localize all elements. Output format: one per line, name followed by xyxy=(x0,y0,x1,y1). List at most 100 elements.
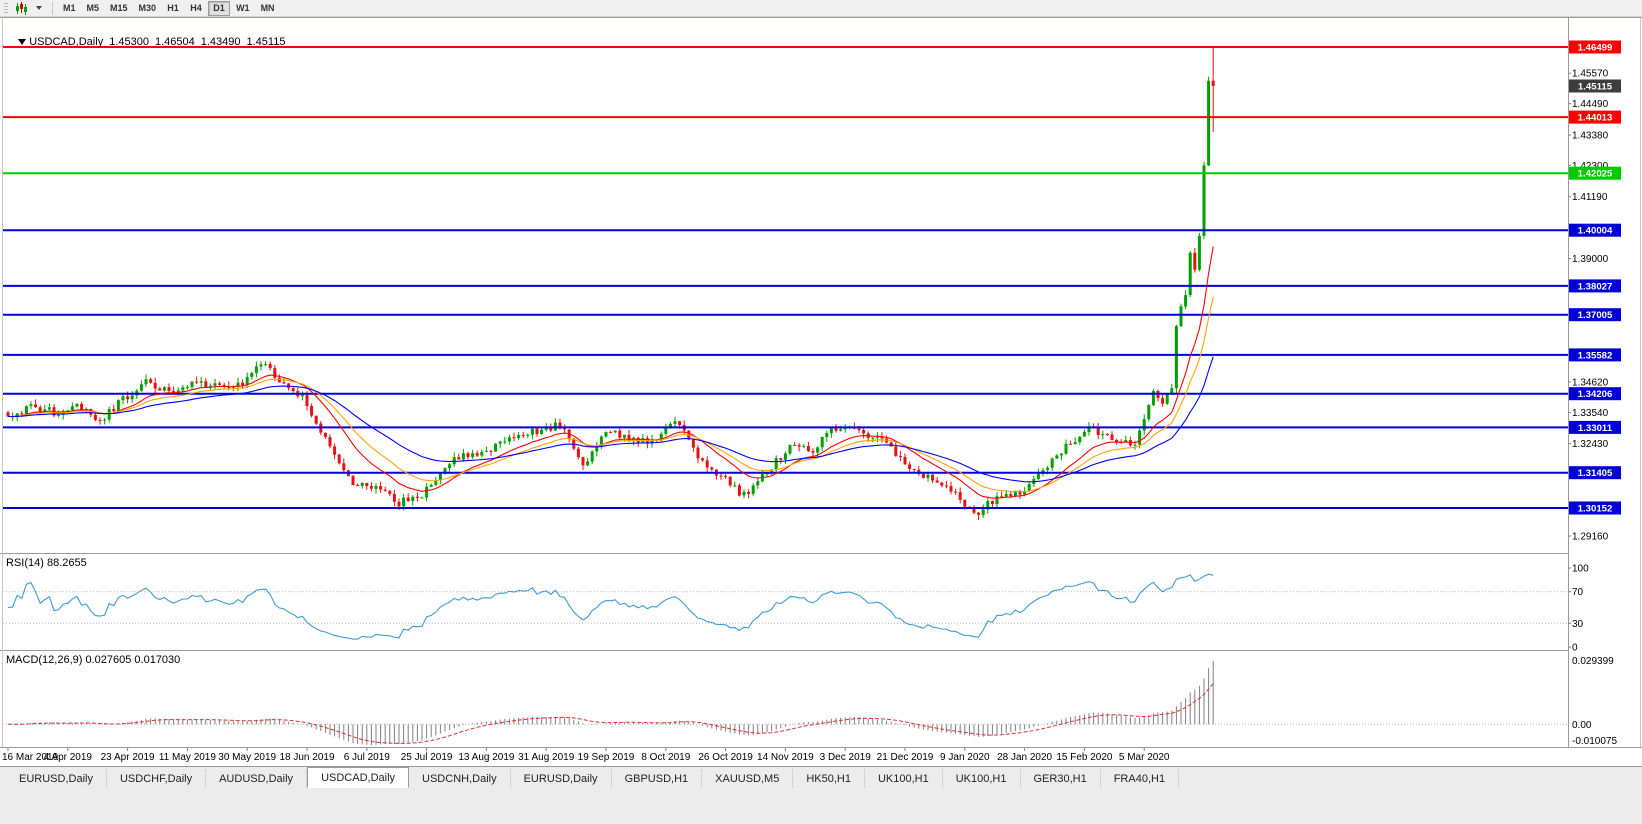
period-button-w1[interactable]: W1 xyxy=(236,3,250,13)
svg-text:1.30152: 1.30152 xyxy=(1578,503,1613,514)
price-tag: 1.46499 xyxy=(1569,40,1621,54)
chart-tab-5-eurusd-daily[interactable]: EURUSD,Daily xyxy=(511,769,612,788)
rsi-panel: 100 70 30 0 xyxy=(3,564,1589,654)
period-button-m30[interactable]: M30 xyxy=(138,3,157,13)
chart-tab-3-usdcad-daily[interactable]: USDCAD,Daily xyxy=(307,767,410,788)
svg-text:3 Dec 2019: 3 Dec 2019 xyxy=(820,752,872,763)
price-chart-canvas[interactable]: 1.45570 1.44490 1.43380 1.42300 1.41190 1.390… xyxy=(0,17,1642,766)
svg-text:28 Jan 2020: 28 Jan 2020 xyxy=(997,752,1052,763)
panel-separators xyxy=(0,553,1642,651)
price-tag: 1.34206 xyxy=(1569,387,1621,401)
symbol-period-label: USDCAD,Daily xyxy=(29,36,104,48)
moving-averages xyxy=(8,246,1214,499)
macd-panel: 0.029399 0.00 -0.010075 xyxy=(3,656,1617,747)
svg-text:1.44013: 1.44013 xyxy=(1578,113,1613,124)
chart-tab-10-uk100-h1[interactable]: UK100,H1 xyxy=(943,769,1021,788)
period-button-h4[interactable]: H4 xyxy=(190,3,202,13)
chart-tab-12-fra40-h1[interactable]: FRA40,H1 xyxy=(1101,769,1180,788)
svg-text:31 Aug 2019: 31 Aug 2019 xyxy=(518,752,575,763)
collapse-caret-icon[interactable] xyxy=(18,39,27,46)
price-tag: 1.40004 xyxy=(1569,223,1621,237)
timeframe-buttons: M1 M5 M15 M30 H1 H4 D1 W1 MN xyxy=(58,0,281,16)
ma-mid-line xyxy=(8,296,1214,493)
chart-tab-7-xauusd-m5[interactable]: XAUUSD,M5 xyxy=(702,769,794,788)
chart-tab-6-gbpusd-h1[interactable]: GBPUSD,H1 xyxy=(612,769,703,788)
chart-tab-9-uk100-h1[interactable]: UK100,H1 xyxy=(865,769,943,788)
svg-text:6 Jul 2019: 6 Jul 2019 xyxy=(344,752,391,763)
svg-text:1.33011: 1.33011 xyxy=(1578,423,1613,434)
ma-slow-line xyxy=(8,356,1214,483)
svg-text:1.38027: 1.38027 xyxy=(1578,281,1613,292)
price-axis[interactable]: 1.45570 1.44490 1.43380 1.42300 1.41190 1.390… xyxy=(1568,17,1642,747)
svg-text:1.45115: 1.45115 xyxy=(1578,82,1613,93)
chart-tab-8-hk50-h1[interactable]: HK50,H1 xyxy=(793,769,865,788)
svg-text:0.00: 0.00 xyxy=(1572,720,1592,731)
period-button-mn[interactable]: MN xyxy=(260,3,275,13)
period-button-h1[interactable]: H1 xyxy=(167,3,179,13)
chart-tab-1-usdchf-daily[interactable]: USDCHF,Daily xyxy=(107,769,207,788)
svg-text:1.41190: 1.41190 xyxy=(1572,192,1608,203)
svg-text:-0.010075: -0.010075 xyxy=(1572,736,1617,747)
candlestick-chart-icon xyxy=(16,1,27,15)
svg-text:1.39000: 1.39000 xyxy=(1572,254,1609,265)
svg-text:19 Sep 2019: 19 Sep 2019 xyxy=(578,752,635,763)
chart-tab-bar: EURUSD,Daily USDCHF,Daily AUDUSD,Daily USDC… xyxy=(0,766,1642,788)
svg-text:1.31405: 1.31405 xyxy=(1578,468,1613,479)
chart-tab-0-eurusd-daily[interactable]: EURUSD,Daily xyxy=(6,769,107,788)
svg-text:25 Jul 2019: 25 Jul 2019 xyxy=(401,752,453,763)
ohlc-open: 1.45300 xyxy=(109,36,149,48)
svg-text:1.43380: 1.43380 xyxy=(1572,130,1609,141)
ohlc-close: 1.45115 xyxy=(246,36,286,48)
svg-text:5 Mar 2020: 5 Mar 2020 xyxy=(1119,752,1170,763)
svg-text:1.40004: 1.40004 xyxy=(1578,226,1613,237)
chart-header: USDCAD,Daily 1.45300 1.46504 1.43490 1.45115 xyxy=(6,24,285,60)
price-tag: 1.38027 xyxy=(1569,279,1621,292)
price-tag: 1.35582 xyxy=(1569,348,1621,362)
price-tag: 1.33011 xyxy=(1569,420,1621,434)
svg-text:18 Jun 2019: 18 Jun 2019 xyxy=(279,752,334,763)
svg-text:21 Dec 2019: 21 Dec 2019 xyxy=(877,752,934,763)
chart-type-dropdown-caret-icon[interactable] xyxy=(31,1,47,16)
status-area xyxy=(0,788,1642,824)
price-tag: 1.31405 xyxy=(1569,466,1621,480)
chart-tab-4-usdcnh-daily[interactable]: USDCNH,Daily xyxy=(409,769,511,788)
timeframe-toolbar: M1 M5 M15 M30 H1 H4 D1 W1 MN xyxy=(0,0,1642,17)
svg-text:11 May 2019: 11 May 2019 xyxy=(159,752,217,763)
macd-indicator-label: MACD(12,26,9) 0.027605 0.017030 xyxy=(6,654,181,666)
svg-text:30 May 2019: 30 May 2019 xyxy=(218,752,276,763)
svg-text:0.029399: 0.029399 xyxy=(1572,656,1614,667)
svg-text:1.45570: 1.45570 xyxy=(1572,69,1609,80)
window-border xyxy=(0,17,1642,747)
ohlc-high: 1.46504 xyxy=(154,36,195,48)
rsi-line xyxy=(7,573,1214,640)
price-tag: 1.30152 xyxy=(1569,501,1621,515)
period-button-m15[interactable]: M15 xyxy=(110,3,128,13)
svg-text:26 Oct 2019: 26 Oct 2019 xyxy=(698,752,753,763)
ma-fast-line xyxy=(8,246,1214,499)
ohlc-low: 1.43490 xyxy=(200,36,241,48)
toolbar-grip[interactable] xyxy=(4,2,8,14)
svg-text:1.34206: 1.34206 xyxy=(1578,389,1613,400)
price-tag: 1.42025 xyxy=(1569,166,1621,180)
rsi-indicator-label: RSI(14) 88.2655 xyxy=(6,557,87,569)
svg-text:1.29160: 1.29160 xyxy=(1572,531,1609,542)
svg-text:1.33540: 1.33540 xyxy=(1572,408,1609,419)
svg-text:0: 0 xyxy=(1572,643,1578,654)
chart-tab-11-ger30-h1[interactable]: GER30,H1 xyxy=(1021,769,1101,788)
toolbar-separator xyxy=(52,1,53,15)
chart-tab-2-audusd-daily[interactable]: AUDUSD,Daily xyxy=(206,769,308,788)
period-button-m5[interactable]: M5 xyxy=(86,3,100,13)
period-button-d1[interactable]: D1 xyxy=(208,0,231,16)
chart-window: 1.45570 1.44490 1.43380 1.42300 1.41190 1.390… xyxy=(0,17,1642,766)
price-tag: 1.44013 xyxy=(1569,110,1621,124)
chart-type-icon[interactable] xyxy=(12,1,31,16)
svg-text:1.37005: 1.37005 xyxy=(1578,310,1613,321)
price-tag: 1.45115 xyxy=(1569,79,1621,93)
period-button-m1[interactable]: M1 xyxy=(63,3,76,13)
price-tag: 1.37005 xyxy=(1569,308,1621,321)
svg-text:8 Oct 2019: 8 Oct 2019 xyxy=(641,752,690,763)
svg-text:13 Aug 2019: 13 Aug 2019 xyxy=(458,752,515,763)
support-resistance-lines xyxy=(3,46,1568,509)
macd-signal-line xyxy=(8,683,1214,744)
